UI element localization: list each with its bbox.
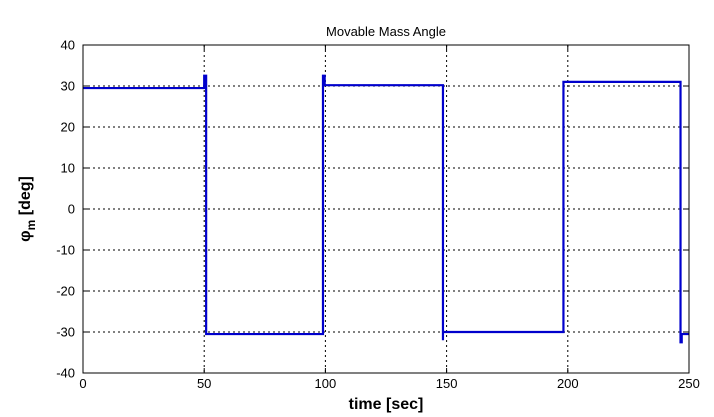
series-line-1 [83,74,689,344]
y-axis: -40 -30 -20 -10 0 10 20 30 40 [56,38,689,381]
x-tick-label: 150 [436,376,458,391]
x-tick-label: 250 [678,376,700,391]
grid [83,45,689,373]
y-axis-label-subscript: m [24,220,38,231]
x-tick-label: 0 [79,376,86,391]
x-tick-label: 100 [315,376,337,391]
series-layer [83,74,689,344]
y-axis-label: φm [deg] [17,176,38,242]
y-tick-label: 20 [61,120,75,135]
y-tick-label: -10 [56,243,75,258]
x-axis-label: time [sec] [349,396,424,413]
y-tick-label: 40 [61,38,75,53]
y-axis-label-symbol: φ [17,230,34,241]
chart-title: Movable Mass Angle [326,24,446,39]
y-tick-label: -20 [56,284,75,299]
y-tick-label: 10 [61,161,75,176]
x-tick-label: 50 [197,376,211,391]
y-tick-label: -30 [56,325,75,340]
y-axis-label-suffix: [deg] [17,176,34,220]
y-tick-label: -40 [56,366,75,381]
y-tick-label: 30 [61,79,75,94]
x-tick-label: 200 [557,376,579,391]
x-axis: 0 50 100 150 200 250 [79,45,700,391]
y-tick-label: 0 [68,202,75,217]
